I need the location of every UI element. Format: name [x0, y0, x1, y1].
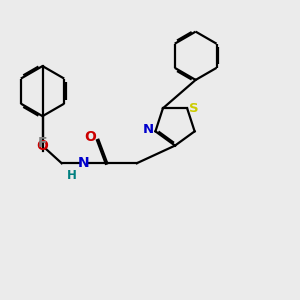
Text: N: N	[142, 123, 154, 136]
Text: S: S	[189, 102, 198, 115]
Text: N: N	[78, 156, 90, 170]
Text: H: H	[67, 169, 77, 182]
Text: O: O	[37, 139, 49, 153]
Text: F: F	[38, 136, 47, 150]
Text: O: O	[84, 130, 96, 144]
